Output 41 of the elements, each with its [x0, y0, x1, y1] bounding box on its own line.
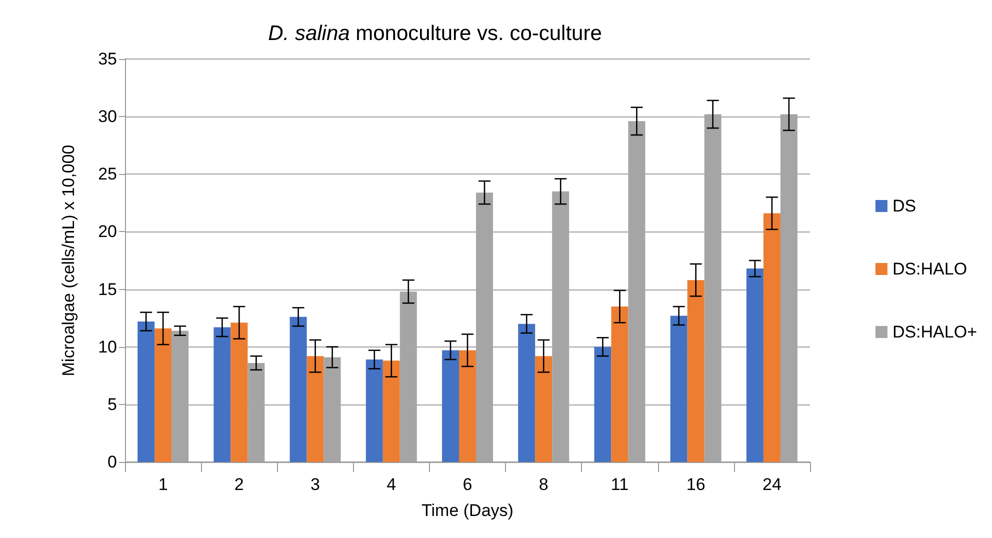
bar [290, 316, 307, 462]
legend-label: DS:HALO+ [892, 322, 978, 342]
y-tick-label: 10 [98, 337, 117, 356]
x-tick-label: 11 [610, 475, 629, 494]
y-tick-label: 15 [98, 280, 117, 299]
x-tick-label: 1 [158, 475, 168, 494]
bar [611, 306, 628, 462]
x-tick-label: 24 [762, 475, 782, 494]
bar [746, 268, 764, 462]
x-axis-title: Time (Days) [422, 501, 514, 520]
bar [594, 346, 612, 462]
y-axis-title: Microalgae (cells/mL) x 10,000 [59, 144, 78, 376]
legend-label: DS [892, 196, 916, 216]
bar [442, 350, 459, 462]
y-tick-label: 25 [98, 164, 117, 184]
x-tick-label: 6 [462, 475, 472, 494]
bar [459, 350, 476, 462]
bar [535, 356, 552, 462]
bar [382, 360, 400, 462]
y-tick-label: 30 [98, 107, 117, 126]
bar [154, 328, 172, 462]
bar [366, 360, 383, 462]
bar [687, 280, 704, 462]
bar [138, 322, 155, 462]
chart-title: D. salina monoculture vs. co-culture [268, 22, 602, 45]
y-tick-label: 5 [108, 394, 117, 414]
bar [306, 356, 324, 462]
y-tick-label: 35 [98, 50, 117, 68]
bar [518, 324, 536, 462]
bar [763, 213, 780, 462]
bar [230, 322, 248, 462]
y-tick-label: 20 [98, 222, 117, 242]
x-tick-label: 4 [386, 475, 396, 494]
x-tick-label: 16 [686, 475, 706, 494]
bar [214, 327, 231, 462]
legend-label: DS:HALO [892, 260, 968, 278]
y-tick-label: 0 [108, 452, 117, 472]
x-tick-label: 2 [234, 475, 244, 494]
bar [670, 316, 688, 462]
x-tick-label: 3 [310, 475, 320, 494]
x-tick-label: 8 [538, 475, 548, 494]
